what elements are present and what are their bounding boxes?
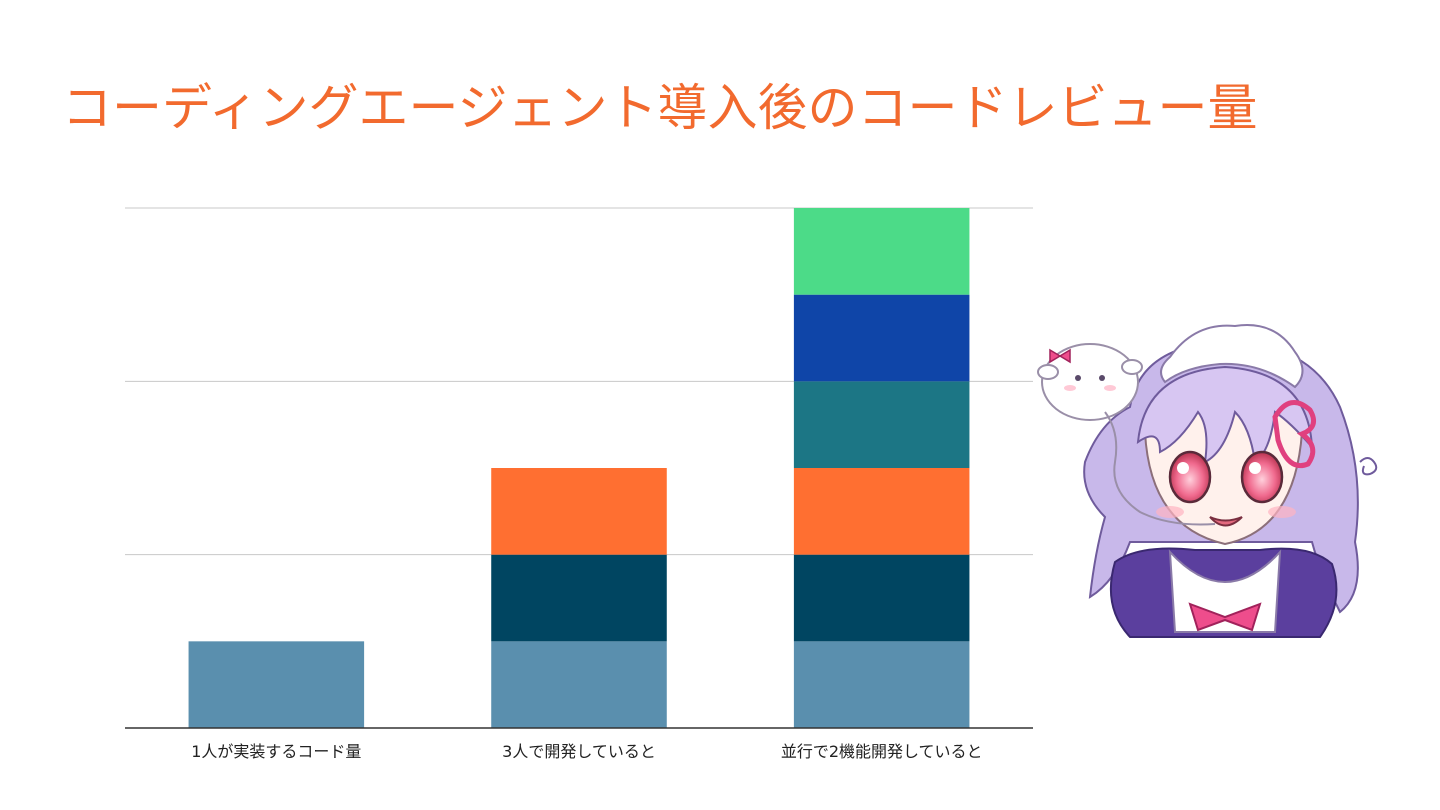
bar-3-segment-6 xyxy=(793,208,970,295)
soul-wisp xyxy=(1104,411,1216,526)
right-eye xyxy=(1240,450,1284,504)
bar-2-segment-1 xyxy=(491,641,667,728)
mascot-illustration xyxy=(1037,324,1378,638)
sheep-ear-right xyxy=(1121,359,1143,375)
bar-3-segment-5 xyxy=(793,294,970,382)
sheep-body xyxy=(1041,343,1139,421)
sheep-cheek-right xyxy=(1104,385,1116,391)
x-tick-label-1: 1人が実装するコード量 xyxy=(191,742,361,761)
right-blush xyxy=(1268,506,1296,518)
bar-2-segment-2 xyxy=(491,554,667,642)
sheep-eye-left xyxy=(1075,375,1081,381)
bars xyxy=(188,208,970,728)
bar-3-segment-4 xyxy=(793,381,970,468)
x-tick-label-3: 並行で2機能開発していると xyxy=(781,742,983,761)
left-blush xyxy=(1156,506,1184,518)
sheep-ear-left xyxy=(1037,364,1059,380)
right-eye-highlight xyxy=(1249,462,1261,474)
bar-3-segment-1 xyxy=(793,641,970,728)
mouth xyxy=(1209,516,1243,527)
x-tick-labels: 1人が実装するコード量 3人で開発していると 並行で2機能開発していると xyxy=(191,742,982,761)
bar-2-segment-3 xyxy=(491,468,667,555)
squiggle-decoration xyxy=(1359,457,1378,476)
left-eye xyxy=(1168,450,1212,504)
hair-ribbon xyxy=(1272,400,1317,468)
x-tick-label-2: 3人で開発していると xyxy=(502,742,656,761)
bar-1-segment-1 xyxy=(188,641,365,728)
slide-title: コーディングエージェント導入後のコードレビュー量 xyxy=(62,79,1258,137)
sheep-bow xyxy=(1049,348,1071,364)
bar-3-segment-2 xyxy=(793,554,970,642)
maid-headdress xyxy=(1160,324,1304,389)
bar-3-segment-3 xyxy=(793,468,970,555)
sheep-eye-right xyxy=(1099,375,1105,381)
chest-ribbon xyxy=(1188,602,1262,632)
sheep-cheek-left xyxy=(1064,385,1076,391)
left-eye-highlight xyxy=(1177,462,1189,474)
